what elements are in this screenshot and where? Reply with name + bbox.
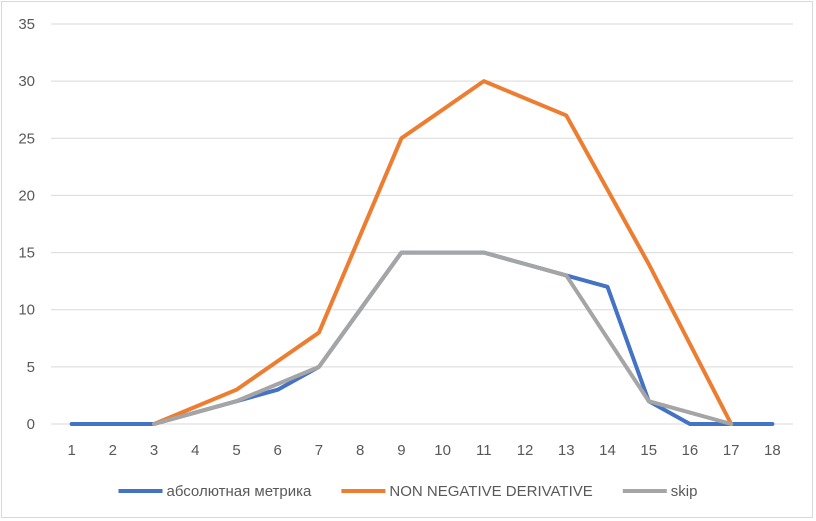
series-line-2 — [152, 79, 734, 426]
legend-entry-1: абсолютная метрика — [118, 483, 313, 500]
x-tick-label: 3 — [150, 442, 158, 459]
x-tick-label: 2 — [109, 442, 117, 459]
series-line-3 — [152, 250, 734, 426]
legend-label: NON NEGATIVE DERIVATIVE — [389, 483, 592, 500]
x-tick-label: 13 — [558, 442, 575, 459]
legend: абсолютная метрика NON NEGATIVE DERIVATIV… — [118, 483, 698, 500]
gridlines — [51, 23, 793, 425]
x-tick-label: 16 — [682, 442, 699, 459]
legend-label: абсолютная метрика — [167, 483, 313, 500]
x-tick-label: 9 — [397, 442, 405, 459]
x-tick-label: 17 — [723, 442, 740, 459]
x-tick-label: 18 — [764, 442, 781, 459]
y-tick-label: 30 — [18, 73, 35, 90]
y-tick-label: 25 — [18, 130, 35, 147]
x-tick-label: 6 — [274, 442, 282, 459]
y-tick-label: 0 — [27, 416, 35, 433]
x-tick-label: 10 — [434, 442, 451, 459]
series-lines — [69, 79, 775, 426]
x-tick-label: 7 — [315, 442, 323, 459]
y-tick-label: 15 — [18, 245, 35, 262]
x-tick-label: 14 — [599, 442, 616, 459]
x-tick-label: 5 — [232, 442, 240, 459]
x-tick-label: 8 — [356, 442, 364, 459]
y-tick-label: 10 — [18, 302, 35, 319]
legend-entry-3: skip — [622, 483, 698, 500]
y-tick-label: 5 — [27, 359, 35, 376]
x-tick-label: 15 — [640, 442, 657, 459]
legend-entry-2: NON NEGATIVE DERIVATIVE — [341, 483, 593, 500]
x-tick-label: 1 — [67, 442, 75, 459]
y-tick-label: 20 — [18, 187, 35, 204]
x-tick-label: 11 — [476, 442, 492, 459]
y-axis-tick-labels: 0 5 10 15 20 25 30 35 — [18, 16, 35, 433]
legend-label: skip — [671, 483, 698, 500]
x-tick-label: 4 — [191, 442, 199, 459]
y-tick-label: 35 — [18, 16, 35, 33]
x-tick-label: 12 — [517, 442, 534, 459]
x-axis-tick-labels: 1 2 3 4 5 6 7 8 9 10 11 12 13 14 15 16 17 18 — [67, 442, 780, 459]
series-line-1 — [69, 250, 775, 426]
